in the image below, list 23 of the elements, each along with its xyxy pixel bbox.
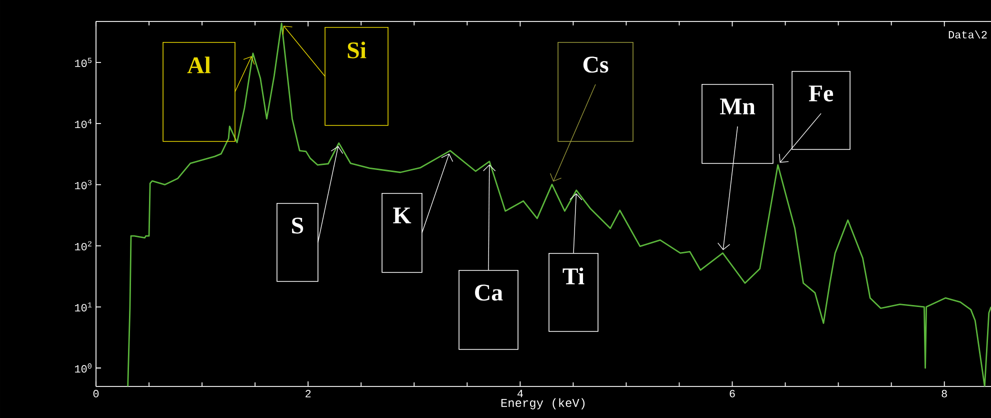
annotation: Al <box>187 56 211 74</box>
annotation: Mn <box>720 98 756 114</box>
x-tick-label: 2 <box>306 390 311 398</box>
annotation: Ca <box>475 284 503 301</box>
x-tick-label: 4 <box>517 390 523 398</box>
annotation: Cs <box>583 56 608 73</box>
y-tick-label: 10$^{2}$ <box>75 241 92 250</box>
y-tick-label: 10$^{1}$ <box>75 302 92 312</box>
x-axis-title: Energy (keV) <box>501 398 585 410</box>
annotation: Ti <box>562 268 584 284</box>
annotation: Fe <box>808 86 834 102</box>
x-tick-label: 8 <box>942 390 947 398</box>
annotation: K <box>393 208 412 224</box>
annotation: Data\2 <box>948 30 987 38</box>
x-tick-label: 0 <box>93 390 99 398</box>
annotation: S <box>292 218 304 234</box>
line-series <box>127 22 991 386</box>
x-tick-label: 6 <box>730 390 735 398</box>
annotation: Si <box>348 42 366 58</box>
y-tick-label: 10$^{0}$ <box>75 363 92 373</box>
y-tick-label: 10$^{3}$ <box>75 180 92 190</box>
y-tick-label: 10$^{5}$ <box>75 58 92 68</box>
y-tick-label: 10$^{4}$ <box>75 119 92 128</box>
